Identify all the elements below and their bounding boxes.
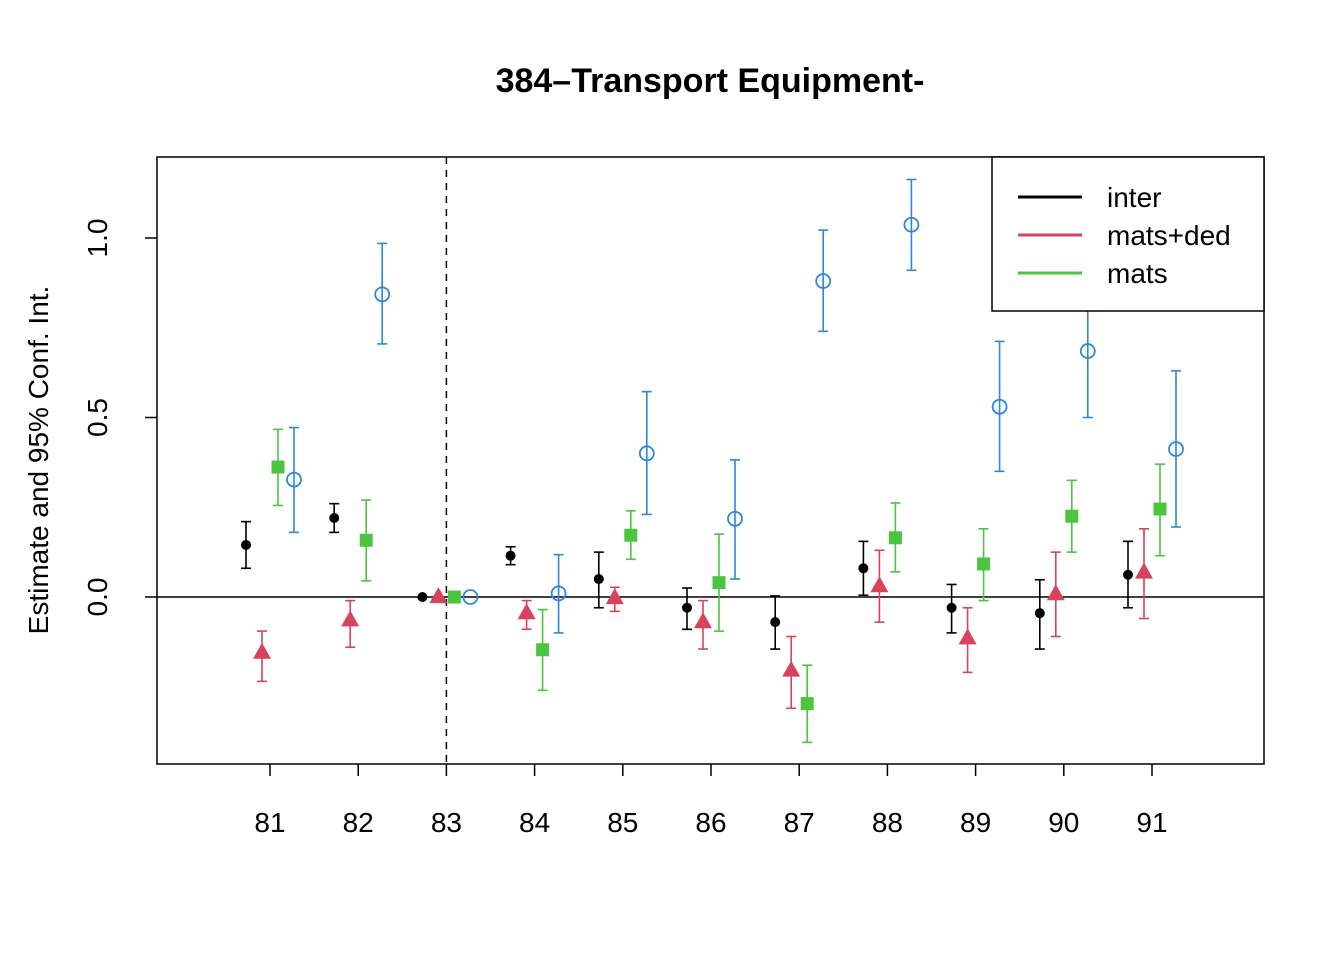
point-mats-ded bbox=[429, 587, 448, 604]
point-mats-ded bbox=[253, 642, 271, 659]
point-mats-ded bbox=[341, 610, 360, 627]
x-tick-label: 86 bbox=[695, 807, 726, 838]
x-tick-label: 90 bbox=[1048, 807, 1079, 838]
point-series-3 bbox=[1168, 441, 1184, 457]
point-inter bbox=[241, 539, 251, 550]
point-mats bbox=[447, 590, 461, 604]
point-mats-ded bbox=[870, 576, 889, 593]
point-inter bbox=[946, 602, 957, 613]
point-mats bbox=[977, 557, 991, 571]
point-mats bbox=[536, 643, 550, 657]
point-mats bbox=[359, 533, 373, 547]
point-mats-ded bbox=[517, 603, 536, 620]
point-inter bbox=[593, 574, 604, 585]
point-inter bbox=[770, 617, 781, 628]
point-inter bbox=[417, 592, 428, 602]
point-series-3 bbox=[462, 589, 479, 605]
point-series-3 bbox=[815, 273, 832, 289]
point-inter bbox=[1034, 608, 1045, 619]
point-series-3 bbox=[550, 585, 567, 602]
chart-title: 384–Transport Equipment- bbox=[496, 62, 925, 100]
y-axis-label: Estimate and 95% Conf. Int. bbox=[23, 286, 54, 635]
x-tick-label: 91 bbox=[1136, 807, 1167, 838]
point-series-3 bbox=[727, 510, 743, 527]
y-tick-label: 0.5 bbox=[82, 398, 113, 437]
x-tick-label: 89 bbox=[960, 807, 991, 838]
y-tick-label: 0.0 bbox=[82, 578, 113, 617]
point-series-3 bbox=[286, 471, 302, 488]
point-mats bbox=[271, 460, 285, 474]
x-tick-label: 84 bbox=[519, 807, 550, 838]
point-mats-ded bbox=[694, 612, 712, 629]
legend-label-mats: mats bbox=[1107, 258, 1168, 289]
point-mats bbox=[800, 697, 814, 711]
point-inter bbox=[329, 513, 340, 524]
legend-label-mats-ded: mats+ded bbox=[1107, 220, 1231, 251]
x-tick-label: 83 bbox=[431, 807, 462, 838]
y-tick-label: 1.0 bbox=[82, 219, 113, 258]
point-series-3 bbox=[638, 445, 655, 462]
x-tick-label: 85 bbox=[607, 807, 638, 838]
point-mats-ded bbox=[1046, 584, 1065, 601]
point-inter bbox=[858, 563, 869, 574]
point-mats bbox=[1065, 509, 1079, 523]
x-tick-label: 82 bbox=[343, 807, 374, 838]
point-mats-ded bbox=[958, 628, 977, 645]
point-mats-ded bbox=[782, 660, 801, 677]
legend: inter mats+ded mats bbox=[991, 156, 1265, 312]
point-mats bbox=[888, 531, 902, 545]
legend-label-inter: inter bbox=[1107, 182, 1161, 213]
point-series-3 bbox=[991, 398, 1008, 415]
point-inter bbox=[1123, 569, 1133, 580]
point-inter bbox=[682, 602, 692, 613]
plot-area: 81 82 83 84 85 86 87 88 89 90 91 0.0 0.5 1.0 bbox=[82, 156, 1265, 838]
point-mats bbox=[712, 576, 726, 590]
point-mats-ded bbox=[605, 588, 624, 605]
point-mats bbox=[1153, 502, 1167, 516]
point-inter bbox=[505, 550, 516, 561]
point-mats-ded bbox=[1135, 562, 1153, 579]
point-mats bbox=[624, 528, 638, 542]
point-series-3 bbox=[903, 216, 920, 233]
x-tick-label: 87 bbox=[784, 807, 815, 838]
x-tick-label: 81 bbox=[254, 807, 285, 838]
point-series-3 bbox=[1079, 343, 1096, 359]
point-series-3 bbox=[374, 286, 391, 303]
x-tick-label: 88 bbox=[872, 807, 903, 838]
